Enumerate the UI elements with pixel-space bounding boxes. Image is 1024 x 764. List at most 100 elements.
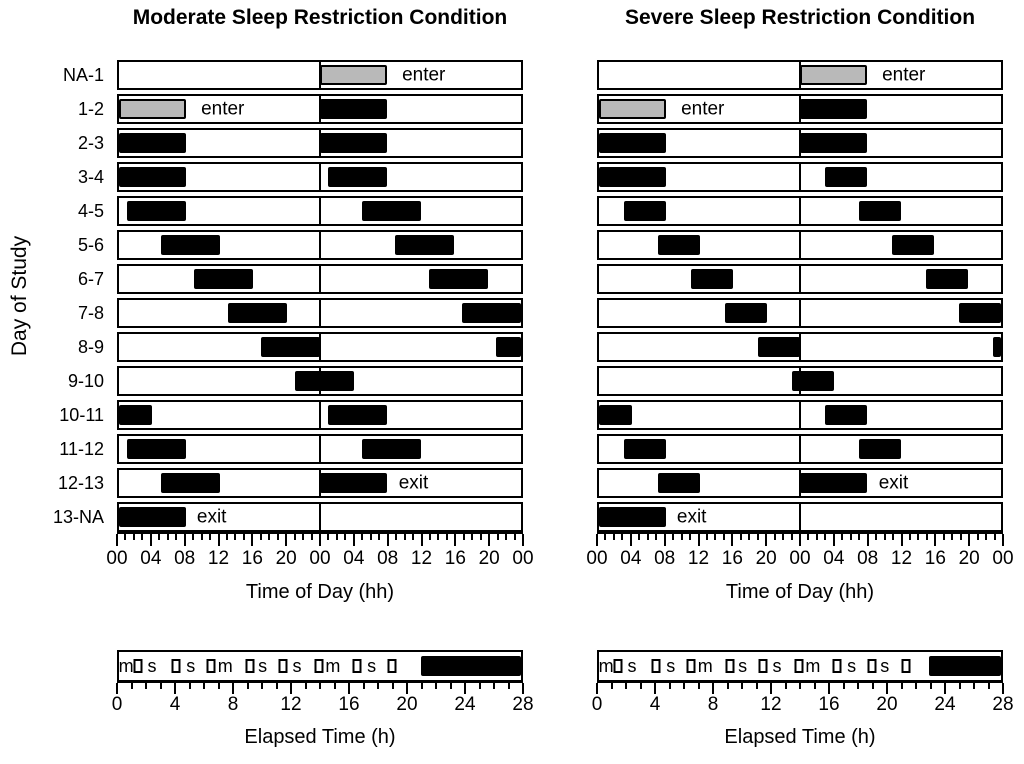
minor-tick (900, 683, 903, 689)
major-tick (217, 534, 220, 546)
meal-marker: m (697, 656, 713, 676)
meal-marker: m (118, 656, 134, 676)
major-tick (663, 534, 666, 546)
x-tick-label: 00 (586, 548, 608, 569)
snack-marker: s (880, 656, 890, 676)
major-tick (1002, 683, 1004, 694)
major-tick (352, 534, 355, 546)
sleep-bar (599, 405, 633, 425)
minor-tick (192, 534, 195, 540)
sleep-bar (825, 167, 867, 187)
midnight-divider (799, 266, 801, 292)
sleep-bar (462, 303, 521, 323)
test-bout-marker (794, 659, 804, 673)
elapsed-tick-label: 28 (992, 694, 1014, 715)
minor-tick (639, 683, 642, 689)
minor-tick (875, 534, 878, 540)
test-bout-marker (206, 659, 216, 673)
sleep-bar (858, 201, 901, 221)
midnight-divider (799, 436, 801, 462)
enter-label: enter (681, 98, 725, 120)
major-tick (406, 683, 408, 694)
sleep-bar (160, 235, 220, 255)
major-tick (464, 683, 466, 694)
major-tick (866, 534, 869, 546)
minor-tick (683, 683, 685, 689)
minor-tick (621, 534, 624, 540)
exit-label: exit (398, 472, 429, 494)
minor-tick (319, 683, 321, 689)
raster-row-NA-1: enter (597, 60, 1003, 90)
raster-row-5-6 (597, 230, 1003, 260)
minor-tick (917, 534, 920, 540)
x-tick-label: 04 (823, 548, 845, 569)
exit-label: exit (878, 472, 909, 494)
sleep-bar (361, 439, 421, 459)
x-axis-ticks (596, 532, 1004, 548)
midnight-divider (319, 266, 321, 292)
minor-tick (246, 683, 249, 689)
x-tick-label: 12 (410, 548, 433, 569)
major-tick (454, 534, 457, 546)
y-tick-label: 8-9 (77, 337, 104, 357)
raster-row-1-2: enter (597, 94, 1003, 124)
minor-tick (268, 534, 271, 540)
panel-title-moderate: Moderate Sleep Restriction Condition (132, 6, 508, 29)
y-tick-label: 12-13 (57, 473, 104, 493)
elapsed-tick-label: 8 (707, 694, 719, 715)
minor-tick (496, 534, 499, 540)
meal-marker: m (325, 656, 341, 676)
raster-row-2-3 (597, 128, 1003, 158)
minor-tick (276, 534, 279, 540)
minor-tick (369, 534, 372, 540)
minor-tick (951, 534, 954, 540)
x-tick-label: 20 (755, 548, 777, 569)
sleep-bar (691, 269, 733, 289)
midnight-divider (319, 198, 321, 224)
minor-tick (756, 534, 759, 540)
major-tick (251, 534, 254, 546)
minor-tick (361, 534, 364, 540)
minor-tick (344, 534, 347, 540)
minor-tick (217, 683, 220, 689)
minor-tick (130, 683, 133, 689)
y-tick-label: 7-8 (77, 303, 104, 323)
sleep-bar (495, 337, 521, 357)
minor-tick (462, 534, 465, 540)
x-tick-label: 00 (992, 548, 1014, 569)
minor-tick (259, 534, 262, 540)
minor-tick (668, 683, 671, 689)
scheduled-sleep-bar (320, 65, 387, 85)
exit-label: exit (196, 506, 227, 528)
sleep-bar (599, 507, 666, 527)
elapsed-axis-title-moderate: Elapsed Time (h) (244, 726, 396, 748)
elapsed-tick-label: 16 (338, 694, 360, 715)
y-tick-label: 9-10 (67, 371, 104, 391)
x-tick-label: 12 (207, 548, 230, 569)
scheduled-sleep-bar (599, 99, 666, 119)
major-tick (1002, 534, 1004, 546)
y-tick-label: 1-2 (77, 99, 104, 119)
x-axis-line (597, 532, 1003, 534)
snack-marker: s (666, 656, 676, 676)
test-bout-marker (686, 659, 696, 673)
minor-tick (815, 534, 818, 540)
minor-tick (993, 534, 996, 540)
minor-tick (188, 683, 191, 689)
minor-tick (929, 683, 932, 689)
y-tick-label: 2-3 (77, 133, 104, 153)
sleep-bar (925, 269, 968, 289)
minor-tick (824, 534, 827, 540)
x-tick-label: 08 (377, 548, 399, 569)
minor-tick (493, 683, 495, 689)
elapsed-tick-label: 12 (280, 694, 302, 715)
minor-tick (132, 534, 135, 540)
elapsed-tick-label: 0 (591, 694, 603, 715)
major-tick (799, 534, 801, 546)
x-axis-ticks (116, 532, 524, 548)
elapsed-tick-label: 20 (876, 694, 898, 715)
elapsed-axis-ticks (596, 681, 1004, 697)
minor-tick (722, 534, 725, 540)
midnight-divider (799, 164, 801, 190)
minor-tick (378, 534, 381, 540)
